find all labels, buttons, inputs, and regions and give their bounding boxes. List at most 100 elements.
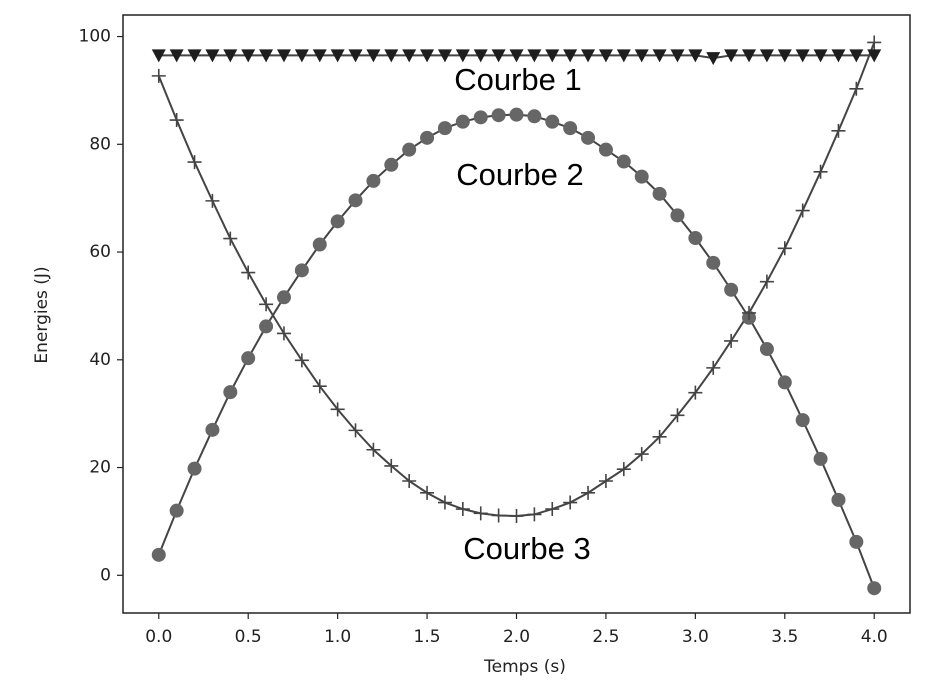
circle-marker bbox=[151, 547, 166, 562]
circle-marker bbox=[420, 130, 435, 145]
circle-marker bbox=[688, 231, 703, 246]
circle-marker bbox=[187, 461, 202, 476]
circle-marker bbox=[205, 422, 220, 437]
circle-marker bbox=[581, 130, 596, 145]
plus-marker bbox=[169, 113, 184, 128]
plus-marker bbox=[634, 447, 649, 462]
triangle-marker bbox=[634, 49, 649, 63]
triangle-marker bbox=[724, 49, 739, 63]
triangle-marker bbox=[509, 49, 524, 63]
plus-marker bbox=[223, 231, 238, 246]
circle-marker bbox=[724, 282, 739, 297]
triangle-marker bbox=[581, 49, 596, 63]
circle-marker bbox=[777, 375, 792, 390]
circle-marker bbox=[509, 107, 524, 122]
annotation: Courbe 1 bbox=[454, 62, 582, 97]
plus-marker bbox=[724, 333, 739, 348]
plus-marker bbox=[652, 429, 667, 444]
triangle-marker bbox=[420, 49, 435, 63]
circle-marker bbox=[527, 109, 542, 124]
circle-marker bbox=[491, 108, 506, 123]
plus-marker bbox=[455, 502, 470, 517]
triangle-marker bbox=[867, 49, 882, 63]
plus-marker bbox=[759, 274, 774, 289]
triangle-marker bbox=[598, 49, 613, 63]
plus-marker bbox=[491, 508, 506, 523]
triangle-marker bbox=[759, 49, 774, 63]
plus-marker bbox=[831, 123, 846, 138]
y-tick-label: 60 bbox=[89, 242, 111, 262]
circle-marker bbox=[276, 290, 291, 305]
y-tick-label: 0 bbox=[100, 565, 111, 585]
circle-marker bbox=[437, 121, 452, 136]
annotation: Courbe 2 bbox=[456, 157, 584, 192]
y-tick-label: 20 bbox=[89, 458, 111, 478]
plus-marker bbox=[187, 155, 202, 170]
plus-marker bbox=[348, 423, 363, 438]
triangle-marker bbox=[223, 49, 238, 63]
circle-marker bbox=[598, 142, 613, 157]
plus-marker bbox=[616, 462, 631, 477]
plus-marker bbox=[742, 305, 757, 320]
circle-marker bbox=[652, 186, 667, 201]
circle-marker bbox=[241, 351, 256, 366]
plus-marker bbox=[294, 353, 309, 368]
circle-marker bbox=[795, 413, 810, 428]
plus-marker bbox=[402, 474, 417, 489]
plus-marker bbox=[527, 507, 542, 522]
y-tick-label: 80 bbox=[89, 134, 111, 154]
plus-marker bbox=[437, 495, 452, 510]
x-tick-label: 3.5 bbox=[771, 627, 798, 647]
y-tick-label: 40 bbox=[89, 350, 111, 370]
triangle-marker bbox=[348, 49, 363, 63]
plus-marker bbox=[509, 509, 524, 524]
circle-marker bbox=[849, 534, 864, 549]
plus-marker bbox=[581, 485, 596, 500]
circle-marker bbox=[312, 237, 327, 252]
circle-marker bbox=[259, 319, 274, 334]
circle-marker bbox=[330, 214, 345, 229]
circle-marker bbox=[616, 154, 631, 169]
triangle-marker bbox=[616, 49, 631, 63]
plus-marker bbox=[205, 193, 220, 208]
triangle-marker bbox=[652, 49, 667, 63]
triangle-marker bbox=[276, 49, 291, 63]
circle-marker bbox=[634, 169, 649, 184]
x-tick-label: 1.0 bbox=[324, 627, 351, 647]
x-tick-label: 1.5 bbox=[414, 627, 441, 647]
circle-marker bbox=[759, 342, 774, 357]
circle-marker bbox=[813, 451, 828, 466]
plus-marker bbox=[366, 442, 381, 457]
plus-marker bbox=[777, 241, 792, 256]
triangle-marker bbox=[742, 49, 757, 63]
plus-marker bbox=[688, 385, 703, 400]
plus-marker bbox=[259, 297, 274, 312]
plus-marker bbox=[473, 506, 488, 521]
x-tick-label: 0.0 bbox=[145, 627, 172, 647]
triangle-marker bbox=[849, 49, 864, 63]
triangle-marker bbox=[670, 49, 685, 63]
circle-marker bbox=[563, 121, 578, 136]
circle-marker bbox=[455, 114, 470, 129]
x-axis-label: Temps (s) bbox=[483, 657, 566, 677]
triangle-marker bbox=[402, 49, 417, 63]
plus-marker bbox=[849, 81, 864, 96]
plus-marker bbox=[563, 495, 578, 510]
triangle-marker bbox=[777, 49, 792, 63]
circle-marker bbox=[831, 492, 846, 507]
triangle-marker bbox=[563, 49, 578, 63]
y-axis-label: Energies (J) bbox=[32, 266, 52, 363]
annotation: Courbe 3 bbox=[463, 531, 591, 566]
circle-marker bbox=[223, 385, 238, 400]
triangle-marker bbox=[384, 49, 399, 63]
triangle-marker bbox=[312, 49, 327, 63]
plus-marker bbox=[330, 402, 345, 417]
plus-marker bbox=[545, 502, 560, 517]
plus-marker bbox=[312, 379, 327, 394]
plus-marker bbox=[813, 164, 828, 179]
triangle-marker bbox=[813, 49, 828, 63]
triangle-marker bbox=[795, 49, 810, 63]
circle-marker bbox=[670, 208, 685, 223]
x-tick-label: 2.5 bbox=[592, 627, 619, 647]
